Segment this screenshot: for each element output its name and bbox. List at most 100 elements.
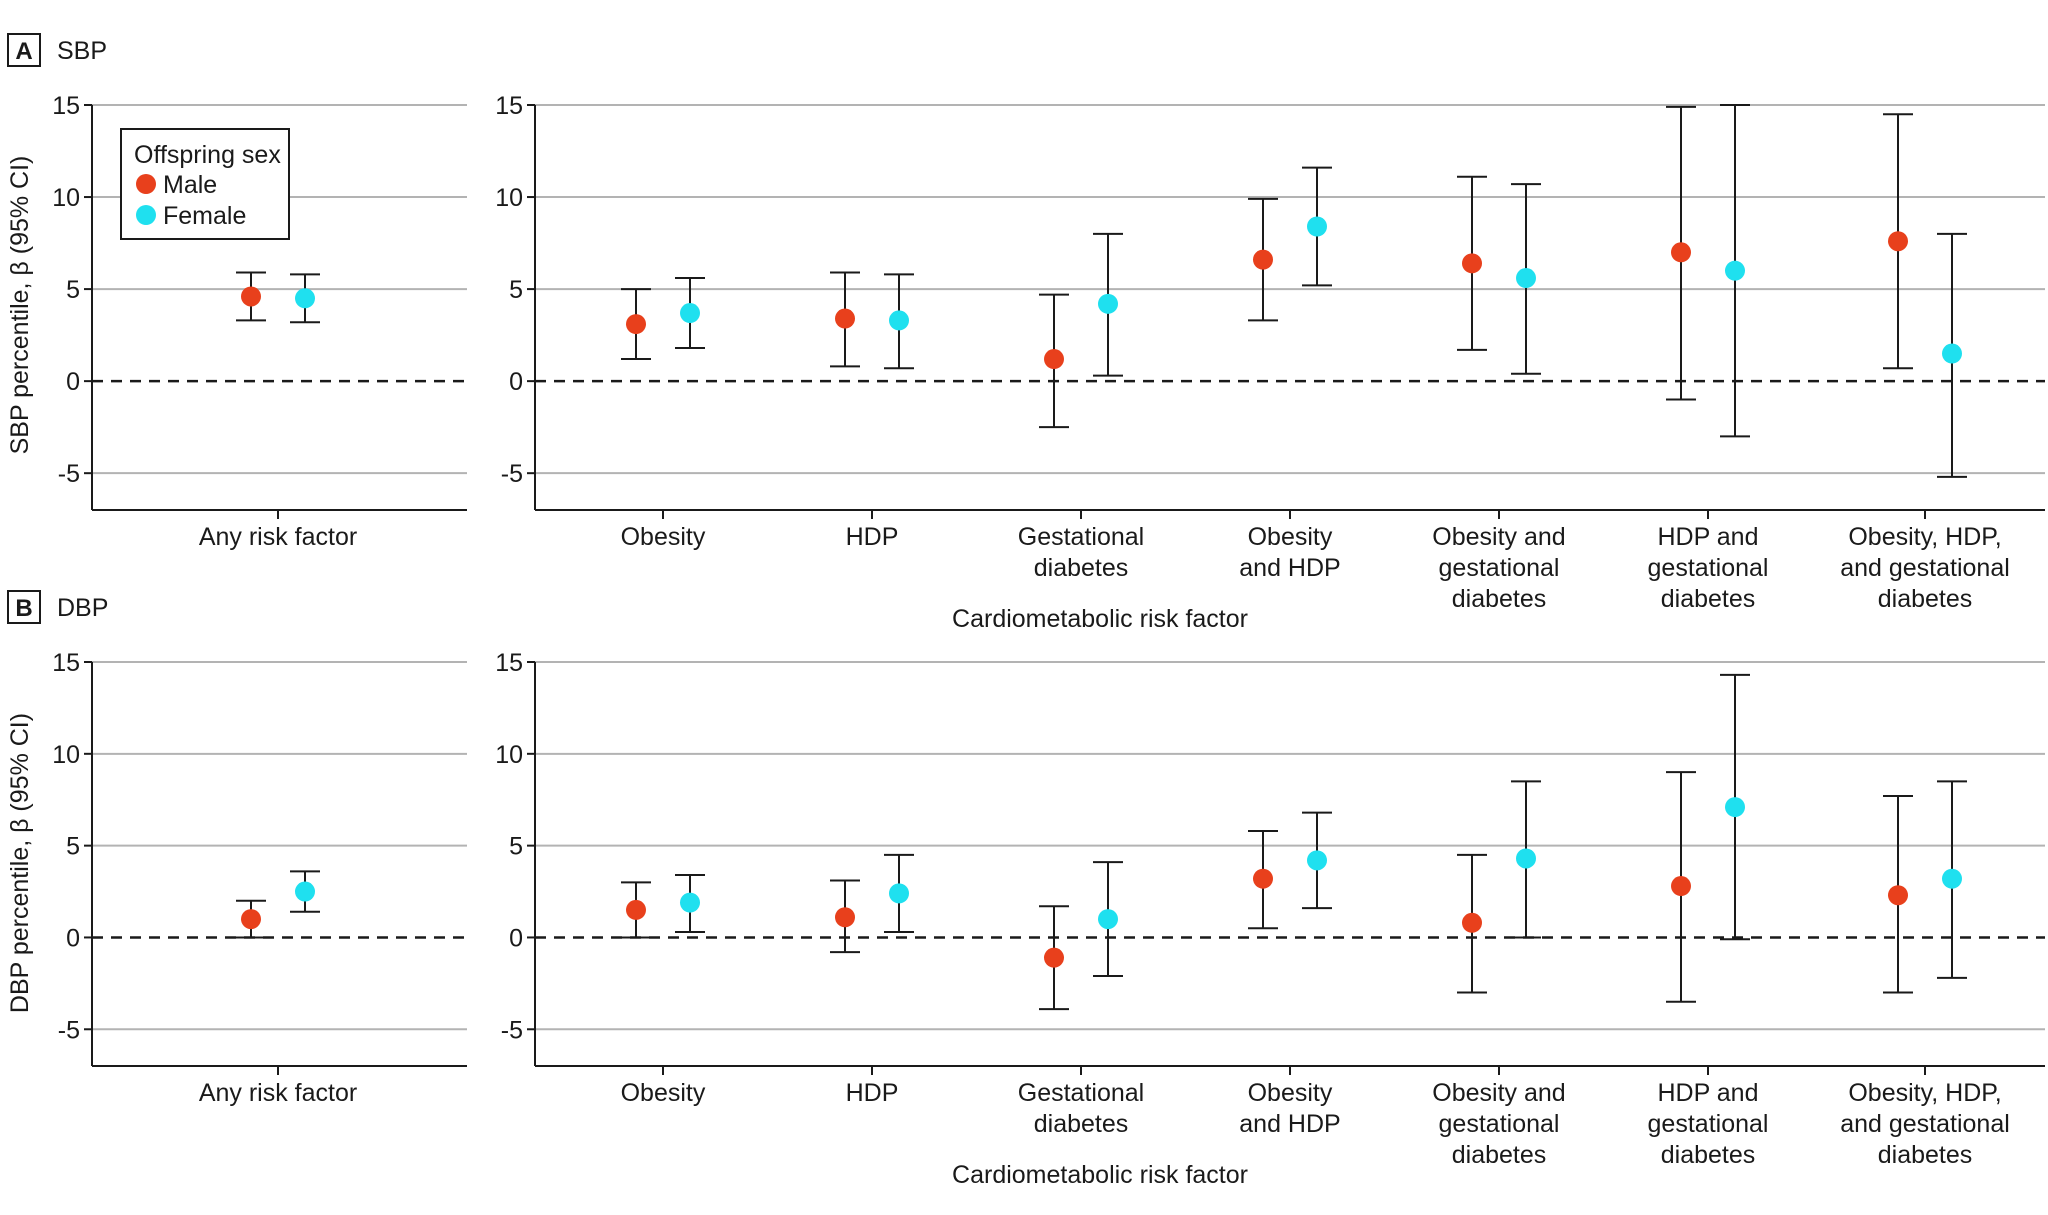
female-point bbox=[680, 892, 700, 913]
female-point bbox=[889, 883, 909, 904]
x-category-label: Obesity bbox=[621, 1079, 706, 1107]
y-tick-label: 0 bbox=[66, 924, 80, 952]
x-category-label: gestational bbox=[1648, 554, 1769, 582]
male-point bbox=[626, 314, 646, 335]
female-point bbox=[1307, 216, 1327, 237]
category-group: Obesity and HDP bbox=[1239, 166, 1341, 582]
x-category-label: Obesity and bbox=[1432, 1079, 1565, 1107]
category-group: Obesity, HDP, and gestational diabetes bbox=[1840, 780, 2010, 1169]
male-point bbox=[241, 286, 261, 307]
y-tick-label: 10 bbox=[52, 184, 80, 212]
category-group: Obesity and gestational diabetes bbox=[1432, 780, 1566, 1169]
x-category-label: diabetes bbox=[1034, 554, 1129, 582]
legend-marker-male bbox=[136, 174, 156, 194]
category-group: Gestational diabetes bbox=[1018, 861, 1144, 1138]
male-point bbox=[1462, 253, 1482, 274]
female-point bbox=[1725, 797, 1745, 818]
female-point bbox=[680, 303, 700, 324]
male-point bbox=[835, 907, 855, 928]
x-category-label: Gestational bbox=[1018, 1079, 1144, 1107]
x-category-label: and HDP bbox=[1239, 554, 1340, 582]
x-category-label: diabetes bbox=[1661, 1141, 1756, 1169]
category-group: Gestational diabetes bbox=[1018, 232, 1144, 582]
female-point bbox=[1725, 260, 1745, 281]
y-tick-label: -5 bbox=[501, 1016, 523, 1044]
male-point bbox=[1671, 242, 1691, 263]
category-group: HDP and gestational diabetes bbox=[1648, 104, 1769, 613]
female-point bbox=[1098, 909, 1118, 930]
x-category-label: gestational bbox=[1439, 1110, 1560, 1138]
left-subplot: 15 10 5 0 -5 Any risk factor bbox=[52, 649, 467, 1107]
female-point bbox=[1098, 293, 1118, 314]
x-category-label: Obesity bbox=[1248, 523, 1333, 551]
x-category-label: and gestational bbox=[1840, 1110, 2010, 1138]
y-tick-label: 10 bbox=[52, 741, 80, 769]
category-group: Any risk factor bbox=[199, 271, 357, 551]
x-category-label: Obesity bbox=[621, 523, 706, 551]
panel-title: SBP bbox=[57, 37, 107, 65]
category-group: Obesity bbox=[621, 277, 706, 551]
y-tick-label: 10 bbox=[495, 741, 523, 769]
y-tick-label: 0 bbox=[509, 924, 523, 952]
male-point bbox=[241, 909, 261, 930]
y-tick-label: 15 bbox=[495, 92, 523, 120]
panel-badge-letter: B bbox=[15, 595, 32, 622]
male-point bbox=[1888, 885, 1908, 906]
x-category-label: diabetes bbox=[1878, 585, 1973, 613]
female-point bbox=[295, 881, 315, 902]
legend-label-female: Female bbox=[163, 202, 246, 230]
y-tick-label: 0 bbox=[66, 368, 80, 396]
legend-title: Offspring sex bbox=[134, 141, 281, 169]
y-tick-label: 5 bbox=[509, 276, 523, 304]
y-tick-label: -5 bbox=[58, 460, 80, 488]
female-point bbox=[295, 288, 315, 309]
category-group: Any risk factor bbox=[199, 870, 357, 1107]
y-tick-label: 5 bbox=[66, 833, 80, 861]
male-point bbox=[1253, 249, 1273, 270]
y-tick-label: -5 bbox=[58, 1016, 80, 1044]
legend-marker-female bbox=[136, 205, 156, 225]
legend-label-male: Male bbox=[163, 171, 217, 199]
x-category-label: diabetes bbox=[1452, 1141, 1547, 1169]
y-tick-label: 5 bbox=[66, 276, 80, 304]
panel-badge-letter: A bbox=[15, 38, 32, 65]
x-category-label: Any risk factor bbox=[199, 523, 357, 551]
panel-title: DBP bbox=[57, 594, 108, 622]
y-tick-label: -5 bbox=[501, 460, 523, 488]
panel-b: B DBP DBP percentile, β (95% CI) 15 10 5 0 -5 An… bbox=[6, 590, 2045, 1189]
category-group: Obesity and gestational diabetes bbox=[1432, 175, 1566, 613]
x-category-label: HDP and bbox=[1658, 523, 1759, 551]
male-point bbox=[1044, 947, 1064, 968]
x-category-label: Obesity, HDP, bbox=[1848, 523, 2001, 551]
panel-badge-box bbox=[7, 33, 41, 67]
category-group: HDP bbox=[830, 271, 914, 551]
category-group: HDP and gestational diabetes bbox=[1648, 673, 1768, 1169]
female-point bbox=[1942, 343, 1962, 364]
male-point bbox=[1671, 876, 1691, 897]
female-point bbox=[1516, 268, 1536, 289]
x-category-label: Any risk factor bbox=[199, 1079, 357, 1107]
x-category-label: diabetes bbox=[1878, 1141, 1973, 1169]
male-point bbox=[1462, 912, 1482, 933]
y-axis-label: SBP percentile, β (95% CI) bbox=[6, 156, 34, 455]
category-group: Obesity and HDP bbox=[1239, 811, 1341, 1138]
left-subplot: 15 10 5 0 -5 Any risk factor bbox=[52, 92, 467, 551]
category-group: Obesity bbox=[621, 874, 706, 1107]
panel-badge-box bbox=[7, 590, 41, 624]
x-category-label: diabetes bbox=[1452, 585, 1547, 613]
female-point bbox=[1307, 850, 1327, 871]
female-point bbox=[1516, 848, 1536, 869]
x-category-label: gestational bbox=[1439, 554, 1560, 582]
x-category-label: HDP bbox=[846, 1079, 899, 1107]
y-axis-label: DBP percentile, β (95% CI) bbox=[6, 713, 34, 1013]
x-category-label: HDP bbox=[846, 523, 899, 551]
male-point bbox=[835, 308, 855, 329]
x-category-label: and gestational bbox=[1840, 554, 2010, 582]
y-tick-label: 5 bbox=[509, 833, 523, 861]
y-tick-label: 15 bbox=[52, 649, 80, 677]
y-tick-label: 15 bbox=[52, 92, 80, 120]
x-category-label: Obesity, HDP, bbox=[1848, 1079, 2001, 1107]
